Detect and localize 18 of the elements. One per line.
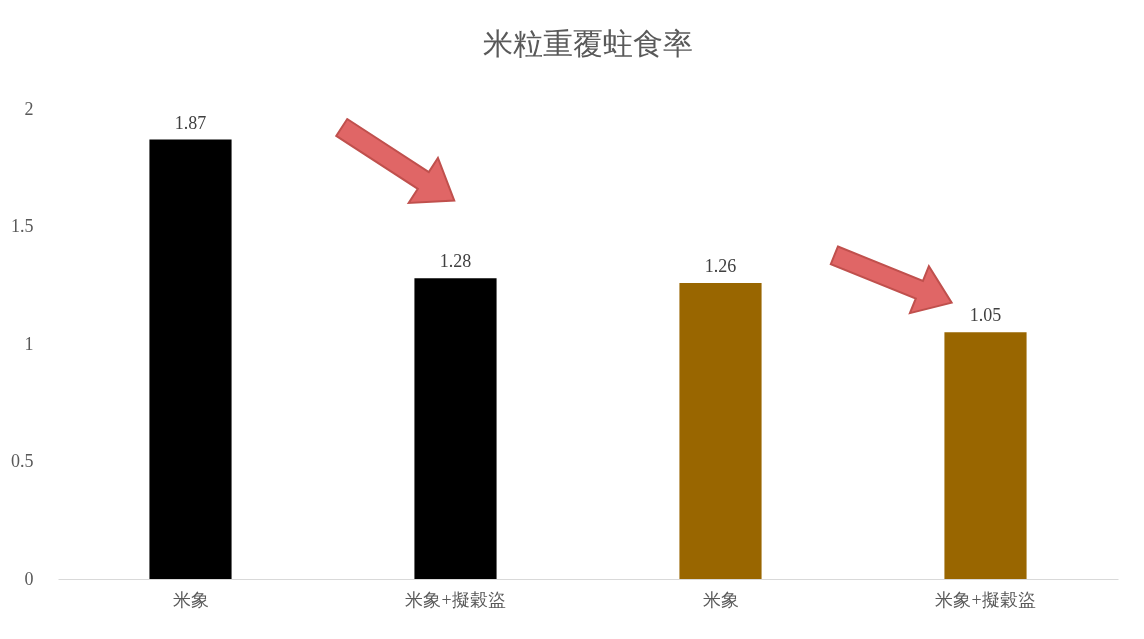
- bar: [149, 139, 232, 579]
- x-tick-label: 米象+擬穀盜: [935, 589, 1036, 610]
- bar: [944, 332, 1027, 579]
- y-tick-label: 0: [24, 568, 34, 589]
- x-tick-label: 米象: [702, 589, 739, 610]
- x-tick-label: 米象: [172, 589, 209, 610]
- x-tick-label: 米象+擬穀盜: [405, 589, 506, 610]
- y-tick-label: 2: [24, 98, 34, 119]
- y-tick-label: 1: [24, 333, 34, 354]
- bar: [414, 278, 497, 579]
- data-label: 1.28: [439, 251, 472, 272]
- y-tick-label: 1.5: [11, 216, 34, 236]
- data-label: 1.26: [704, 255, 737, 276]
- bar: [679, 282, 762, 579]
- data-label: 1.05: [969, 305, 1002, 326]
- y-tick-label: 0.5: [11, 451, 34, 471]
- data-label: 1.87: [174, 112, 207, 133]
- chart-title: 米粒重覆蛀食率: [483, 27, 693, 60]
